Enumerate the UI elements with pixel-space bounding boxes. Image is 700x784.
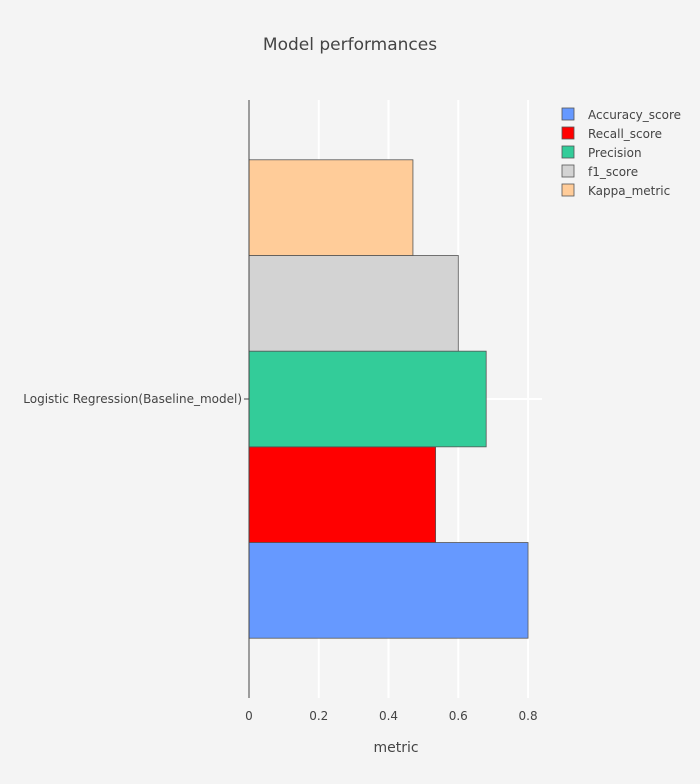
legend-label: Accuracy_score [588, 108, 681, 122]
legend-swatch [561, 107, 575, 121]
legend-item[interactable]: Accuracy_score [561, 107, 681, 122]
bars [248, 159, 529, 639]
legend-label: Precision [588, 146, 642, 160]
legend-label: Recall_score [588, 127, 662, 141]
bar-precision[interactable] [248, 350, 487, 448]
legend-swatch [561, 164, 575, 178]
x-tick-label: 0.4 [379, 709, 398, 723]
legend-swatch [561, 145, 575, 159]
x-axis-title: metric [373, 740, 418, 756]
legend-item[interactable]: Recall_score [561, 126, 662, 141]
x-tick-label: 0.8 [519, 709, 538, 723]
bar-kappa-metric[interactable] [248, 159, 414, 256]
legend-swatch [561, 183, 575, 197]
legend-item[interactable]: Precision [561, 145, 642, 160]
legend-item[interactable]: Kappa_metric [561, 183, 670, 198]
legend-item[interactable]: f1_score [561, 164, 638, 179]
legend[interactable]: Accuracy_score Recall_score Precision f1_sc… [561, 107, 681, 198]
x-tick-label: 0.2 [309, 709, 328, 723]
chart-title: Model performances [263, 35, 437, 55]
x-tick-label: 0.6 [449, 709, 468, 723]
y-tick-label: Logistic Regression(Baseline_model) [23, 392, 242, 406]
legend-label: Kappa_metric [588, 184, 670, 198]
bar-recall-score[interactable] [248, 446, 437, 543]
legend-label: f1_score [588, 165, 638, 179]
bar-accuracy-score[interactable] [248, 542, 529, 639]
bar-f1-score[interactable] [248, 255, 459, 352]
axes: Logistic Regression(Baseline_model) 0 0.2 0… [23, 100, 538, 723]
legend-swatch [561, 126, 575, 140]
x-tick-label: 0 [245, 709, 253, 723]
